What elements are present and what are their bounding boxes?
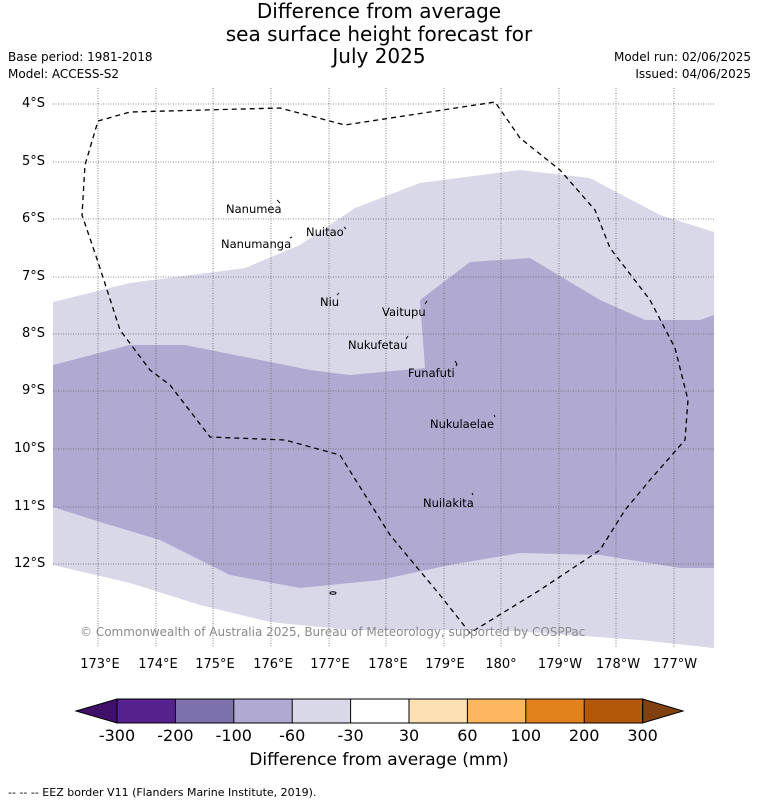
title-line-3: July 2025	[332, 44, 426, 68]
island-nuitao-shape	[343, 226, 347, 230]
model-name: Model: ACCESS-S2	[8, 67, 120, 81]
lon-label-180: 180°	[485, 657, 517, 672]
eez-border	[81, 101, 689, 634]
island-vaitupu-shape	[424, 300, 428, 305]
lon-label-174e: 174°E	[138, 657, 178, 672]
colorbar-seg-8	[525, 699, 585, 723]
base-period: Base period: 1981-2018	[8, 50, 153, 64]
island-nukulaelae-shape	[493, 414, 496, 418]
place-nukufetau: Nukufetau	[348, 338, 408, 352]
colorbar-tick-4: -30	[337, 726, 364, 745]
colorbar-tick-9: 300	[627, 726, 658, 745]
lon-label-177e: 177°E	[310, 657, 350, 672]
colorbar-tick-6: 60	[457, 726, 478, 745]
lon-label-179e: 179°E	[425, 657, 465, 672]
island-nanumanga-shape	[289, 236, 293, 239]
lon-label-175e: 175°E	[195, 657, 235, 672]
lon-label-178e: 178°E	[368, 657, 408, 672]
colorbar-label: Difference from average (mm)	[249, 750, 509, 770]
lon-label-177w: 177°W	[652, 657, 698, 672]
meta-right: Model run: 02/06/2025 Issued: 04/06/2025	[614, 49, 751, 83]
place-nuitao: Nuitao	[306, 225, 344, 239]
colorbar-tick-8: 200	[568, 726, 600, 745]
eez-footnote: -- -- -- EEZ border V11 (Flanders Marine…	[8, 786, 317, 799]
colorbar-seg-5	[350, 699, 409, 723]
issued-date: Issued: 04/06/2025	[635, 67, 751, 81]
reef-shape	[329, 591, 337, 595]
place-nanumanga: Nanumanga	[221, 237, 292, 251]
island-nanumea-shape	[276, 199, 281, 204]
model-run: Model run: 02/06/2025	[613, 50, 751, 64]
island-nuilakita-shape	[471, 492, 474, 496]
lat-label-8s: 8°S	[22, 326, 46, 341]
lon-label-178w: 178°W	[595, 657, 641, 672]
island-funafuti-shape	[454, 360, 458, 367]
colorbar-outline	[116, 698, 644, 724]
title-line-2: sea surface height forecast for	[225, 21, 533, 46]
lon-label-179w: 179°W	[537, 657, 583, 672]
place-vaitupu: Vaitupu	[382, 305, 426, 319]
grid-lines	[53, 88, 714, 648]
colorbar-seg-4	[292, 699, 351, 723]
colorbar-tick-7: 100	[510, 726, 542, 745]
shade-medium	[53, 258, 714, 588]
colorbar-seg-1	[117, 699, 176, 723]
lat-label-12s: 12°S	[14, 556, 46, 571]
lon-label-176e: 176°E	[253, 657, 293, 672]
meta-left: Base period: 1981-2018 Model: ACCESS-S2	[8, 49, 153, 83]
colorbar-seg-2	[175, 699, 234, 723]
island-niu-shape	[336, 292, 340, 296]
lon-label-173e: 173°E	[80, 657, 120, 672]
island-markers	[276, 199, 496, 595]
map-plot	[53, 88, 714, 648]
chart-title: Difference from average sea surface heig…	[0, 0, 758, 68]
colorbar-seg-10	[642, 698, 685, 724]
colorbar-tick-0: -300	[98, 726, 136, 745]
place-nuilakita: Nuilakita	[423, 496, 474, 510]
lat-label-9s: 9°S	[22, 383, 46, 398]
lat-label-7s: 7°S	[22, 269, 46, 284]
island-nukufetau-shape	[405, 335, 409, 340]
title-line-1: Difference from average	[256, 0, 502, 23]
copyright-notice: © Commonwealth of Australia 2025, Bureau…	[80, 625, 586, 639]
colorbar-seg-0	[74, 698, 118, 724]
place-nanumea: Nanumea	[226, 202, 282, 216]
place-funafuti: Funafuti	[408, 366, 455, 380]
colorbar-seg-7	[467, 699, 526, 723]
colorbar-tick-3: -60	[279, 726, 306, 745]
lat-label-5s: 5°S	[22, 154, 46, 169]
lat-label-6s: 6°S	[22, 211, 46, 226]
colorbar-tick-5: 30	[398, 726, 420, 745]
colorbar-tick-2: -100	[215, 726, 252, 745]
place-nukulaelae: Nukulaelae	[430, 417, 495, 431]
colorbar-tick-1: -200	[157, 726, 194, 745]
colorbar-seg-3	[233, 699, 293, 723]
colorbar-seg-9	[584, 699, 643, 723]
lat-label-11s: 11°S	[14, 499, 46, 514]
place-niu: Niu	[320, 295, 340, 309]
colorbar-seg-6	[409, 699, 468, 723]
lat-label-10s: 10°S	[14, 441, 46, 456]
lat-label-4s: 4°S	[22, 96, 46, 111]
